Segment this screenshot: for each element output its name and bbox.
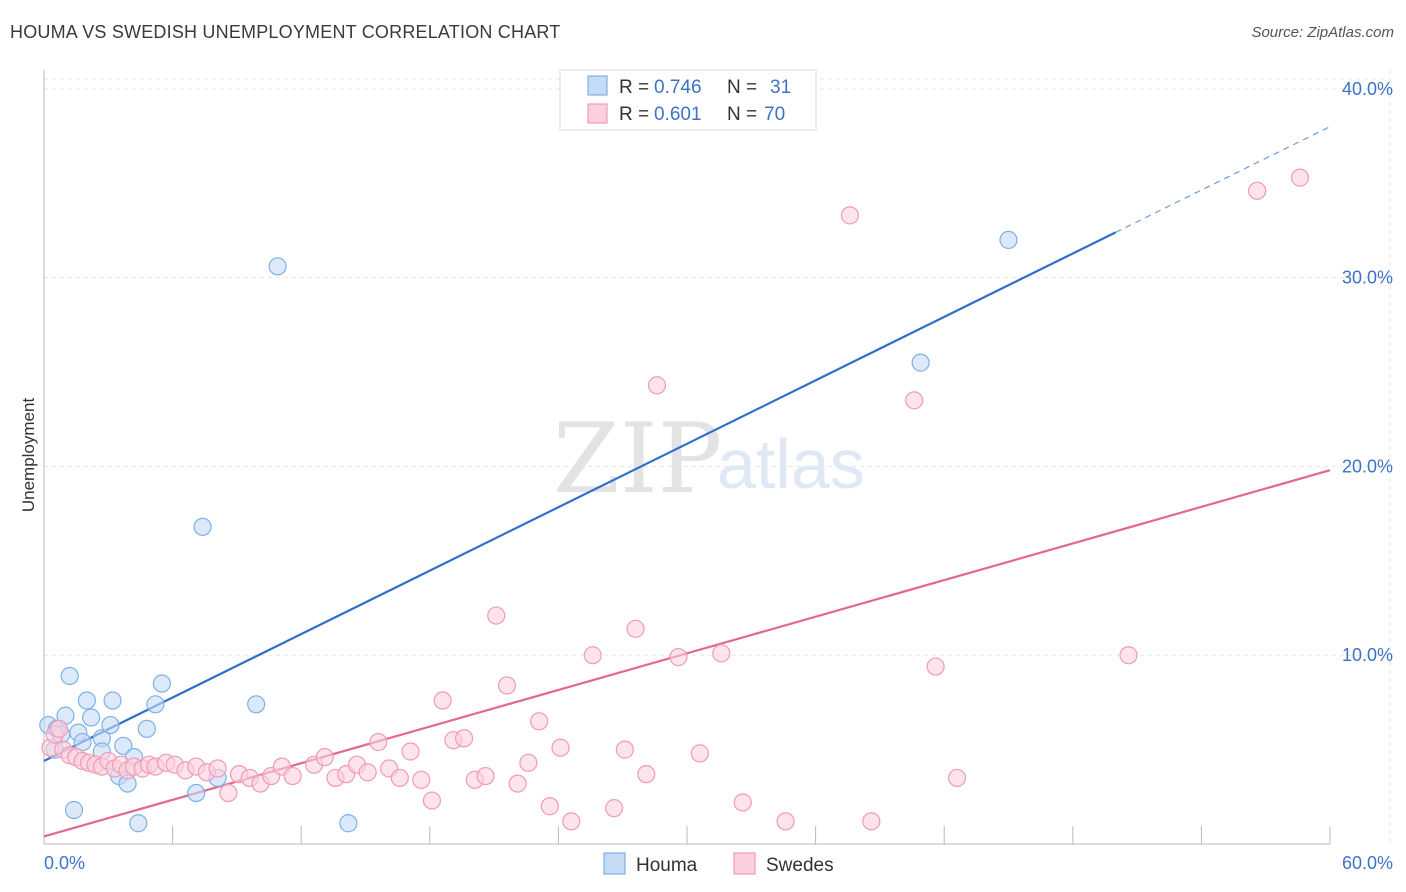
point-houma-13 [101,715,120,735]
series-legend-swatch-houma [603,852,626,875]
point-houma-21 [146,695,165,714]
point-swedes-51 [519,753,538,772]
point-swedes-63 [690,744,709,763]
point-houma-8 [73,732,92,752]
legend-swatch-swedes [587,103,608,124]
point-houma-9 [77,691,96,710]
point-swedes-23 [208,759,227,778]
point-houma-6 [64,800,84,820]
y-tick-label-40: 40.0% [1342,79,1393,99]
point-swedes-43 [433,691,452,710]
legend-r-value-0: 0.746 [654,77,702,98]
point-swedes-42 [422,791,442,810]
watermark-atlas: atlas [717,425,865,503]
point-swedes-50 [508,774,527,793]
series-legend-swedes: Swedes [766,855,834,876]
point-swedes-62 [669,648,688,667]
point-swedes-59 [626,619,645,638]
legend-n-label-1: N = [727,104,757,125]
point-swedes-72 [1119,646,1138,665]
point-swedes-66 [776,812,795,831]
point-swedes-40 [401,742,420,761]
source-credit: Source: ZipAtlas.com [1251,24,1394,41]
point-swedes-67 [840,206,859,225]
point-swedes-60 [637,765,656,784]
point-houma-22 [152,674,171,693]
point-houma-10 [82,708,101,727]
series-legend: Houma Swedes [603,852,834,876]
y-tick-label-10: 10.0% [1342,645,1393,665]
point-swedes-68 [862,812,881,831]
x-tick-label-max: 60.0% [1342,853,1393,873]
point-houma-16 [114,736,133,755]
legend-swatch-houma [587,75,608,96]
point-houma-28 [339,814,358,833]
point-swedes-73 [1248,181,1267,200]
series-legend-houma: Houma [636,855,698,876]
point-swedes-24 [219,783,238,803]
trend-line-houma [43,231,1117,762]
point-houma-26 [247,695,266,714]
point-swedes-45 [454,729,474,748]
point-houma-27 [268,257,287,276]
point-swedes-53 [540,797,559,816]
point-swedes-71 [947,768,967,788]
point-houma-19 [129,814,148,833]
point-swedes-41 [412,770,431,789]
point-swedes-2 [49,719,69,738]
point-houma-20 [137,719,156,738]
point-houma-5 [60,666,79,686]
y-axis-label: Unemployment [19,398,38,513]
legend-r-label-1: R = [619,104,649,125]
point-swedes-69 [905,391,924,410]
point-swedes-57 [605,799,624,818]
trend-line-ext-houma [1115,126,1331,233]
point-swedes-56 [583,646,602,665]
point-houma-29 [911,353,930,372]
legend-n-label-0: N = [727,77,757,98]
point-houma-30 [999,230,1018,250]
legend-r-value-1: 0.601 [654,104,702,125]
point-swedes-32 [315,748,334,767]
point-swedes-52 [530,712,549,731]
point-swedes-65 [733,793,752,812]
point-swedes-74 [1290,168,1310,187]
point-swedes-55 [562,812,581,831]
point-swedes-49 [497,676,517,695]
legend-n-value-0: 31 [770,77,791,98]
legend-n-value-1: 70 [764,104,785,125]
point-swedes-47 [476,766,495,786]
point-swedes-64 [712,644,731,663]
point-swedes-39 [390,768,409,788]
x-tick-label-min: 0.0% [44,853,85,873]
point-houma-24 [193,517,212,536]
axes [43,70,1331,845]
point-swedes-54 [551,738,570,757]
point-swedes-30 [283,766,302,786]
chart-title: HOUMA VS SWEDISH UNEMPLOYMENT CORRELATIO… [10,22,561,42]
tick-labels: 10.0% 20.0% 30.0% 40.0% 0.0% 60.0% [44,79,1393,873]
data-points [39,168,1310,833]
point-swedes-48 [487,606,506,625]
point-swedes-70 [926,657,945,676]
point-houma-14 [103,691,122,710]
point-houma-23 [187,783,206,803]
point-swedes-36 [358,763,377,782]
series-legend-swatch-swedes [733,852,756,875]
point-swedes-58 [615,740,634,759]
point-swedes-37 [369,732,388,752]
stats-legend: R = 0.746 N = 31 R = 0.601 N = 70 [559,69,817,131]
legend-r-label-0: R = [619,77,649,98]
point-swedes-61 [647,376,667,395]
y-tick-label-20: 20.0% [1342,456,1393,476]
y-tick-label-30: 30.0% [1342,268,1393,288]
